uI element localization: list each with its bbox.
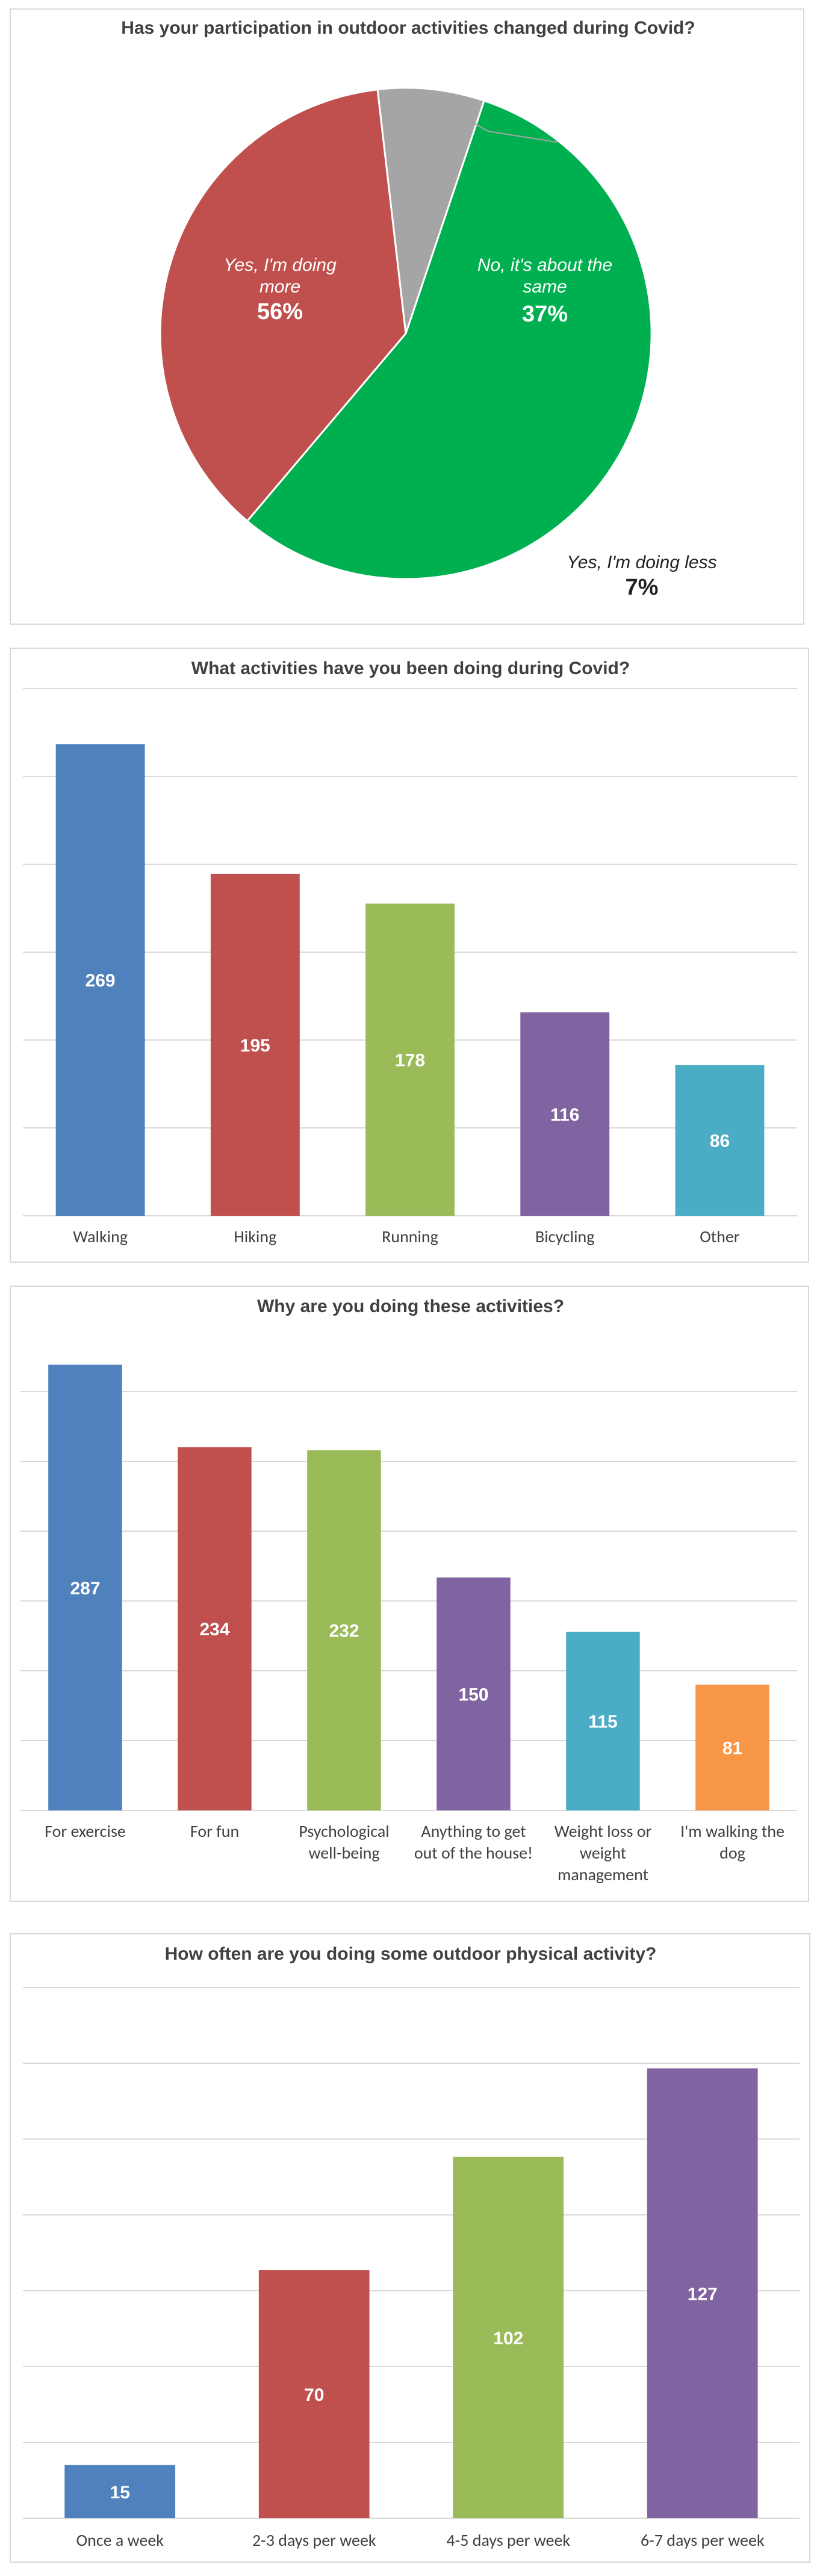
bar — [647, 2068, 758, 2518]
bar-value-label: 269 — [85, 971, 116, 991]
pie-chart-panel: Has your participation in outdoor activi… — [10, 8, 804, 625]
chart-title: Has your participation in outdoor activi… — [121, 18, 695, 38]
category-label: well-being — [308, 1842, 379, 1863]
pie-slice — [159, 88, 407, 522]
bar — [453, 2156, 564, 2518]
bar-value-label: 15 — [110, 2483, 130, 2503]
category-label: dog — [719, 1842, 745, 1863]
category-label: management — [558, 1864, 648, 1885]
bar-value-label: 232 — [329, 1621, 359, 1641]
bar — [64, 2465, 176, 2518]
bar-value-label: 150 — [458, 1685, 488, 1705]
bar-value-label: 127 — [688, 2284, 718, 2304]
bar-value-label: 287 — [70, 1579, 100, 1599]
category-label: For fun — [190, 1821, 239, 1842]
bar — [307, 1450, 381, 1810]
activities-chart-panel: What activities have you been doing duri… — [10, 648, 809, 1263]
bar-value-label: 115 — [588, 1712, 617, 1732]
chart-title: What activities have you been doing duri… — [191, 658, 630, 678]
frequency-chart-panel: How often are you doing some outdoor phy… — [10, 1933, 810, 2563]
category-label: Psychological — [299, 1821, 389, 1842]
bar — [365, 903, 455, 1216]
bar — [695, 1685, 769, 1810]
category-label: 6-7 days per week — [641, 2530, 765, 2551]
category-label: Anything to get — [421, 1821, 526, 1842]
category-label: 2-3 days per week — [252, 2530, 376, 2551]
slice-value: 7% — [626, 575, 659, 600]
category-label: Hiking — [234, 1226, 276, 1247]
category-label: Other — [700, 1226, 740, 1247]
frequency-bar-chart: How often are you doing some outdoor phy… — [23, 1944, 800, 2551]
slice-label: more — [259, 277, 300, 297]
bar — [437, 1577, 511, 1810]
slice-label: Yes, I'm doing less — [567, 553, 716, 572]
bar — [258, 2270, 370, 2518]
bar — [55, 744, 145, 1216]
category-label: out of the house! — [414, 1842, 533, 1863]
category-label: Bicycling — [535, 1226, 594, 1247]
bar-value-label: 86 — [710, 1132, 730, 1151]
pie-chart: Has your participation in outdoor activi… — [121, 18, 716, 600]
bar-value-label: 178 — [395, 1051, 425, 1071]
reasons-bar-chart: Why are you doing these activities? 287 Fo… — [20, 1296, 797, 1885]
bar — [48, 1364, 122, 1810]
category-label: Running — [382, 1226, 438, 1247]
leader-line — [430, 98, 558, 143]
slice-value: 56% — [257, 299, 303, 324]
slice-value: 37% — [522, 302, 568, 327]
chart-title: Why are you doing these activities? — [257, 1296, 564, 1316]
slice-label: Yes, I'm doing — [223, 255, 337, 275]
category-label: Weight loss or — [555, 1821, 652, 1842]
pie-slice — [376, 87, 486, 334]
bar — [520, 1012, 610, 1216]
bar-value-label: 116 — [550, 1105, 579, 1125]
category-label: For exercise — [45, 1821, 126, 1842]
bar-value-label: 234 — [199, 1620, 229, 1639]
category-label: Once a week — [76, 2530, 164, 2551]
category-label: I'm walking the — [680, 1821, 784, 1842]
bar — [210, 873, 300, 1216]
bar-value-label: 195 — [240, 1036, 270, 1056]
chart-title: How often are you doing some outdoor phy… — [165, 1944, 657, 1964]
activities-bar-chart: What activities have you been doing duri… — [23, 658, 797, 1247]
slice-label: No, it's about the — [477, 255, 612, 275]
category-label: weight — [580, 1842, 626, 1863]
category-label: 4-5 days per week — [446, 2530, 570, 2551]
slice-label: same — [523, 277, 567, 297]
bar-value-label: 70 — [304, 2385, 324, 2405]
bar — [675, 1065, 765, 1216]
bar — [566, 1632, 640, 1810]
bar-value-label: 81 — [722, 1739, 742, 1759]
pie-slice — [246, 99, 653, 580]
category-label: Walking — [73, 1226, 128, 1247]
bar-value-label: 102 — [493, 2329, 523, 2348]
reasons-chart-panel: Why are you doing these activities? 287 Fo… — [10, 1286, 809, 1902]
bar — [178, 1447, 252, 1810]
